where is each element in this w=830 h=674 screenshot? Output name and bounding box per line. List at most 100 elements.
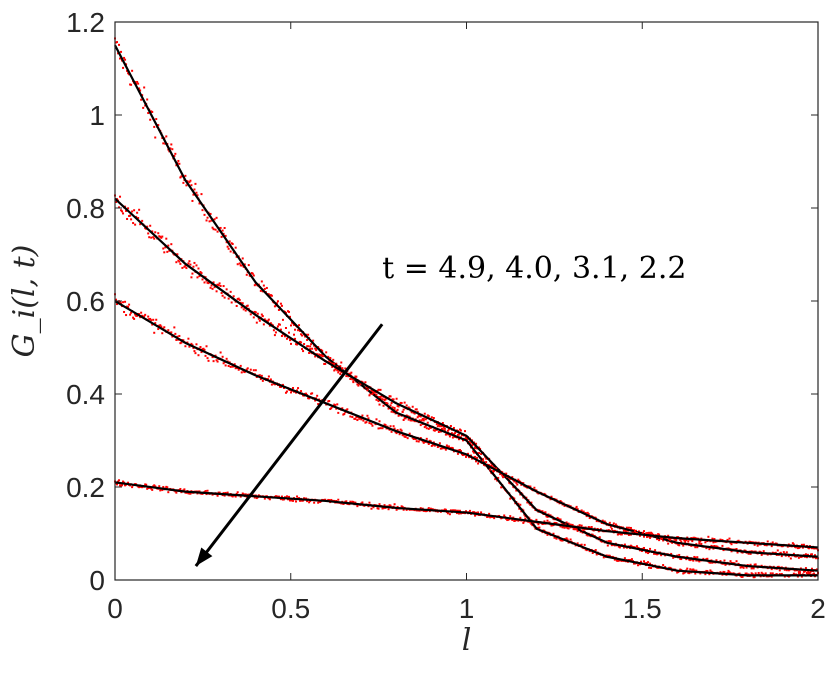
data-point [501, 474, 504, 477]
data-point [637, 530, 640, 533]
data-point [179, 262, 182, 265]
data-point [417, 414, 420, 417]
data-point [294, 337, 297, 340]
tick-layer: 0 0.5 1 1.5 2 0 0.2 0.4 0.6 0.8 1 1.2 [66, 7, 826, 624]
data-point [393, 503, 396, 506]
data-point [421, 417, 424, 420]
data-point [685, 539, 688, 542]
data-point [274, 495, 277, 498]
data-point [173, 326, 176, 329]
data-point [120, 50, 123, 53]
data-point [588, 526, 591, 529]
data-point [763, 544, 766, 547]
data-point [392, 411, 395, 414]
data-point [235, 255, 238, 258]
data-point [617, 559, 620, 562]
data-point [284, 326, 287, 329]
data-point [698, 560, 701, 563]
data-point [546, 515, 549, 518]
data-point [131, 486, 134, 489]
data-point [163, 251, 166, 254]
data-point [520, 510, 523, 513]
data-point [423, 412, 426, 415]
data-point [427, 427, 430, 430]
data-point [425, 427, 428, 430]
x-tick-label: 0 [107, 593, 123, 624]
data-point [166, 250, 169, 253]
data-point [188, 492, 191, 495]
data-point [378, 396, 381, 399]
data-point [261, 315, 264, 318]
data-point [242, 370, 245, 373]
data-point [519, 503, 522, 506]
data-point [774, 542, 777, 545]
data-point [312, 339, 315, 342]
data-point [170, 243, 173, 246]
data-point [337, 411, 340, 414]
data-point [119, 300, 122, 303]
data-point [219, 351, 222, 354]
data-point [489, 468, 492, 471]
data-point [140, 485, 143, 488]
data-point [308, 501, 311, 504]
data-point [645, 532, 648, 535]
data-point [266, 320, 269, 323]
data-point [309, 345, 312, 348]
data-point [261, 379, 264, 382]
data-point [188, 260, 191, 263]
data-point [322, 355, 325, 358]
data-point [121, 484, 124, 487]
data-point [686, 567, 689, 570]
data-point [675, 539, 678, 542]
data-point [537, 523, 540, 526]
data-point [336, 403, 339, 406]
data-point [456, 452, 459, 455]
data-point [259, 378, 262, 381]
data-point [419, 415, 422, 418]
data-point [390, 430, 393, 433]
data-point [367, 387, 370, 390]
data-point [246, 367, 249, 370]
annotation-text: t = 4.9, 4.0, 3.1, 2.2 [382, 251, 686, 286]
data-point [707, 535, 710, 538]
data-point [391, 398, 394, 401]
data-point [775, 573, 778, 576]
data-point [388, 504, 391, 507]
data-point [756, 544, 759, 547]
data-point [471, 457, 474, 460]
data-point [273, 383, 276, 386]
data-point [433, 444, 436, 447]
data-point [281, 383, 284, 386]
data-point [212, 360, 215, 363]
data-point [136, 80, 139, 83]
data-point [265, 319, 268, 322]
data-point [587, 513, 590, 516]
data-point [671, 541, 674, 544]
data-point [432, 441, 435, 444]
data-point [203, 213, 206, 216]
data-point [801, 546, 804, 549]
data-point [452, 509, 455, 512]
data-point [377, 388, 380, 391]
annotation-arrowhead [195, 547, 213, 567]
data-point [180, 175, 183, 178]
data-point [384, 424, 387, 427]
data-point [572, 527, 575, 530]
data-point [454, 509, 457, 512]
data-point [643, 560, 646, 563]
data-point [715, 545, 718, 548]
data-point [148, 318, 151, 321]
data-point [493, 469, 496, 472]
data-point [508, 481, 511, 484]
data-point [515, 489, 518, 492]
data-point [754, 572, 757, 575]
data-point [537, 526, 540, 529]
data-point [705, 569, 708, 572]
data-point [165, 237, 168, 240]
y-tick-label: 0 [89, 565, 105, 596]
data-point [193, 188, 196, 191]
data-point [472, 443, 475, 446]
data-point [190, 184, 193, 187]
data-point [292, 499, 295, 502]
data-point [628, 558, 631, 561]
